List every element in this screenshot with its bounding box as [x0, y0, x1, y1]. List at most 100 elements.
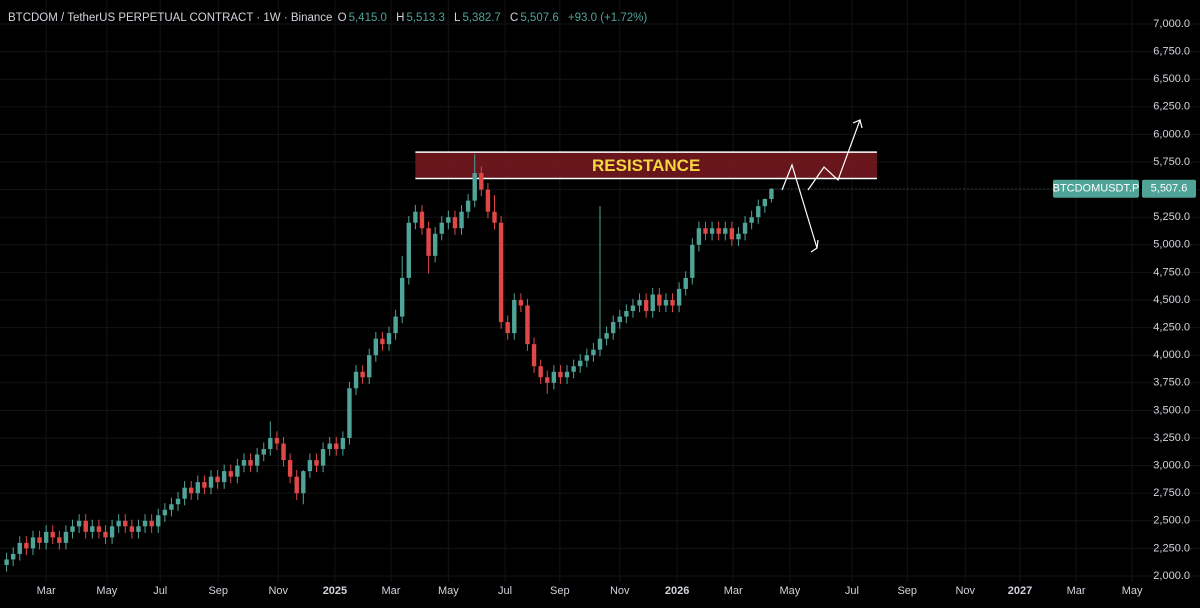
- candle-body: [353, 371, 359, 389]
- candle-body: [129, 526, 135, 532]
- arrow-down-path: [781, 163, 818, 249]
- ohlc-label: L: [454, 12, 461, 24]
- symbol-badge: [1053, 179, 1139, 198]
- symbol-badge-text: BTCDOMUSDT.P: [1053, 183, 1140, 195]
- x-tick-label: Jul: [845, 585, 859, 597]
- symbol: BTCDOM / TetherUS PERPETUAL CONTRACT · 1…: [8, 12, 333, 24]
- candle-body: [340, 438, 346, 450]
- y-tick-label: 3,000.0: [1153, 460, 1190, 472]
- candle-body: [90, 526, 95, 532]
- y-tick-label: 2,500.0: [1153, 515, 1190, 527]
- candle-body: [769, 188, 774, 199]
- candle-body: [169, 504, 174, 510]
- candle-body: [736, 233, 741, 240]
- candle-body: [175, 498, 181, 505]
- candle-body: [413, 211, 418, 223]
- x-tick-label: Jul: [153, 585, 167, 597]
- y-tick-label: 4,750.0: [1153, 266, 1190, 278]
- candle-body: [564, 371, 570, 378]
- y-tick-label: 4,250.0: [1153, 322, 1190, 334]
- y-tick-label: 6,250.0: [1153, 101, 1190, 113]
- candle-body: [248, 460, 253, 466]
- candle-body: [261, 449, 266, 455]
- candle-body: [142, 520, 148, 527]
- candle-body: [676, 288, 682, 306]
- x-tick-label: Nov: [955, 585, 975, 597]
- candle-body: [584, 355, 590, 361]
- y-tick-label: 2,000.0: [1153, 570, 1190, 582]
- candle-body: [235, 465, 240, 477]
- candle-body: [716, 228, 721, 234]
- resistance-zone: [415, 152, 877, 179]
- y-tick-label: 5,250.0: [1153, 211, 1190, 223]
- candle-body: [57, 537, 62, 543]
- candle-body: [202, 482, 207, 488]
- candle-body: [327, 443, 332, 450]
- candle-body: [551, 371, 557, 383]
- candle-body: [109, 526, 115, 538]
- candle-body: [525, 305, 530, 345]
- x-tick-label: May: [438, 585, 459, 597]
- candle-body: [17, 542, 22, 554]
- ohlc-label: O: [337, 12, 347, 24]
- candle-body: [208, 476, 214, 488]
- y-tick-label: 2,750.0: [1153, 487, 1190, 499]
- candle-body: [479, 173, 484, 190]
- candle-body: [70, 526, 75, 532]
- y-tick-label: 2,250.0: [1153, 542, 1190, 554]
- candle-body: [597, 338, 603, 350]
- candle-body: [465, 200, 471, 212]
- candle-body: [545, 377, 550, 383]
- candle-body: [367, 355, 372, 378]
- ohlc-value: 5,415.0: [348, 12, 387, 24]
- ohlc-label: H: [396, 12, 405, 24]
- candle-body: [149, 520, 154, 527]
- x-tick-label: Sep: [897, 585, 917, 597]
- candle-body: [281, 443, 286, 461]
- y-tick-label: 7,000.0: [1153, 18, 1190, 30]
- candle-body: [24, 542, 29, 549]
- candle-body: [558, 371, 563, 378]
- candle-body: [657, 294, 662, 306]
- candle-body: [254, 454, 260, 466]
- ohlc-value: 5,507.6: [520, 12, 559, 24]
- candle-body: [742, 222, 748, 234]
- x-tick-label: Nov: [610, 585, 630, 597]
- candle-body: [624, 311, 629, 317]
- x-tick-label: Mar: [1067, 585, 1086, 597]
- y-tick-label: 6,750.0: [1153, 46, 1190, 58]
- candle-body: [228, 471, 233, 477]
- price-badge: [1142, 179, 1196, 198]
- candle-body: [723, 228, 728, 234]
- candle-body: [637, 300, 642, 306]
- candle-body: [531, 344, 537, 367]
- ohlc-label: C: [510, 12, 519, 24]
- candle-body: [538, 366, 543, 378]
- candle-body: [162, 509, 168, 516]
- candle-body: [696, 228, 702, 245]
- candle-body: [393, 316, 398, 334]
- candle-body: [762, 198, 768, 207]
- candle-body: [472, 173, 477, 201]
- candle-body: [505, 322, 510, 334]
- candle-body: [37, 537, 42, 543]
- candle-body: [492, 211, 497, 223]
- x-tick-label: Nov: [268, 585, 288, 597]
- y-tick-label: 4,000.0: [1153, 349, 1190, 361]
- x-tick-label: Sep: [208, 585, 228, 597]
- candle-body: [498, 222, 504, 323]
- candle-body: [452, 217, 458, 229]
- candle-body: [591, 349, 596, 356]
- candle-body: [380, 338, 385, 345]
- candle-body: [123, 520, 128, 527]
- candle-body: [399, 277, 405, 317]
- candle-body: [373, 338, 379, 356]
- candle-body: [156, 515, 161, 527]
- candle-body: [578, 360, 583, 367]
- candle-body: [136, 526, 141, 532]
- annotation-text: RESISTANCE: [592, 156, 700, 175]
- candle-body: [663, 300, 669, 306]
- candle-body: [30, 537, 36, 549]
- candle-body: [294, 476, 299, 494]
- x-tick-label: Mar: [382, 585, 401, 597]
